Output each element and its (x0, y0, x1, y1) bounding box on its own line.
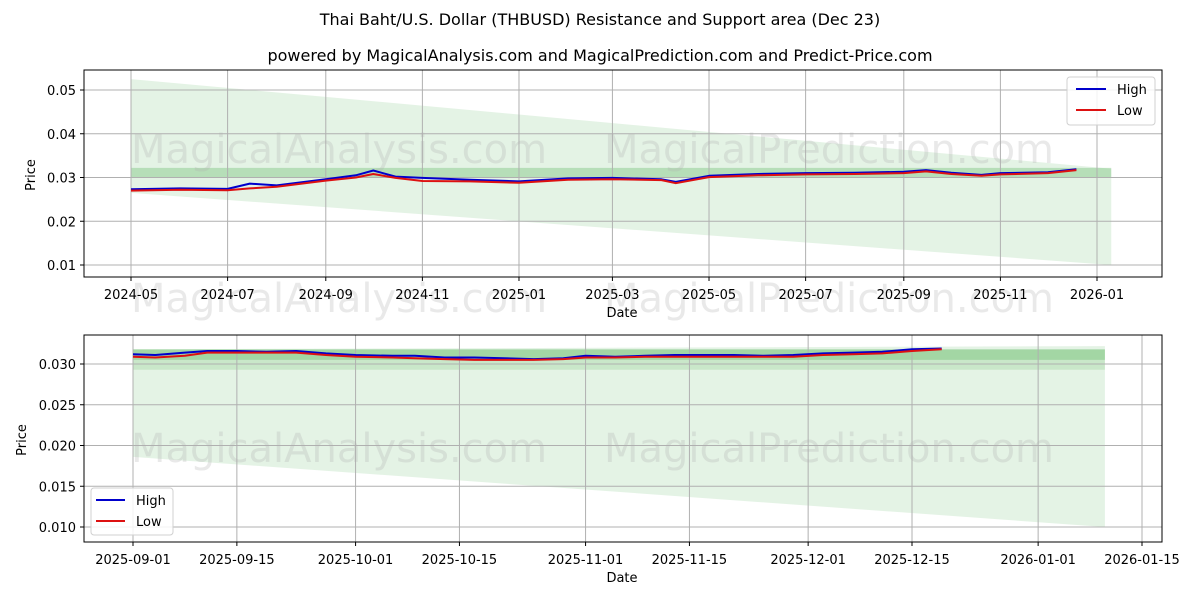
x-tick-label: 2026-01-15 (1104, 553, 1180, 568)
x-tick-label: 2024-11 (395, 288, 449, 303)
x-tick-label: 2025-10-15 (422, 553, 498, 568)
y-tick-label: 0.01 (47, 259, 76, 274)
top-legend: High Low (1066, 76, 1156, 126)
top-watermarks: MagicalAnalysis.com MagicalPrediction.com… (131, 127, 1054, 322)
x-tick-label: 2025-03 (585, 288, 639, 303)
x-tick-label: 2025-11-01 (548, 553, 624, 568)
chart-subtitle: powered by MagicalAnalysis.com and Magic… (267, 46, 933, 65)
bottom-y-ticks: 0.010 0.015 0.020 0.025 0.030 (39, 358, 84, 536)
top-price-lines (130, 168, 1077, 192)
x-tick-label: 2024-07 (200, 288, 254, 303)
y-tick-label: 0.05 (47, 84, 76, 99)
x-tick-label: 2025-12-01 (770, 553, 846, 568)
bottom-watermarks: MagicalAnalysis.com MagicalPrediction.com (131, 426, 1054, 472)
y-tick-label: 0.030 (39, 358, 76, 373)
legend-high-label: High (1117, 83, 1147, 98)
y-tick-label: 0.015 (39, 480, 76, 495)
watermark-text: MagicalAnalysis.com (131, 127, 547, 173)
bottom-x-ticks: 2025-09-01 2025-09-15 2025-10-01 2025-10-15… (95, 542, 1180, 568)
x-tick-label: 2025-12-15 (874, 553, 950, 568)
x-tick-label: 2025-11 (973, 288, 1027, 303)
x-tick-label: 2025-09-01 (95, 553, 171, 568)
top-x-axis-label: Date (606, 306, 637, 321)
x-tick-label: 2026-01 (1070, 288, 1124, 303)
x-tick-label: 2025-07 (778, 288, 832, 303)
top-axes-frame (83, 69, 1163, 278)
support-resistance-band (133, 346, 1105, 527)
y-tick-label: 0.010 (39, 521, 76, 536)
top-x-ticks: 2024-05 2024-07 2024-09 2024-11 2025-01 2025-… (104, 277, 1124, 303)
bottom-axes-frame (83, 334, 1163, 543)
y-tick-label: 0.04 (47, 128, 76, 143)
x-tick-label: 2025-10-01 (318, 553, 394, 568)
x-tick-label: 2025-09 (877, 288, 931, 303)
bottom-y-axis-label: Price (15, 424, 30, 456)
bottom-chart: MagicalAnalysis.com MagicalPrediction.com… (15, 334, 1180, 586)
bottom-legend: High Low (90, 487, 174, 536)
top-y-axis-label: Price (24, 159, 39, 191)
bottom-grid (84, 335, 1162, 542)
chart-title: Thai Baht/U.S. Dollar (THBUSD) Resistanc… (319, 10, 881, 29)
y-tick-label: 0.025 (39, 399, 76, 414)
x-tick-label: 2026-01-01 (1000, 553, 1076, 568)
x-tick-label: 2025-01 (492, 288, 546, 303)
x-tick-label: 2024-05 (104, 288, 158, 303)
watermark-text: MagicalAnalysis.com (131, 426, 547, 472)
x-tick-label: 2025-05 (682, 288, 736, 303)
bottom-price-lines (132, 347, 942, 361)
watermark-text: MagicalPrediction.com (604, 426, 1054, 472)
legend-low-label: Low (1117, 104, 1143, 119)
watermark-text: MagicalPrediction.com (604, 276, 1054, 322)
y-tick-label: 0.020 (39, 440, 76, 455)
legend-high-label: High (136, 494, 166, 509)
low-price-line (130, 169, 1077, 192)
support-resistance-band (131, 79, 1112, 265)
x-tick-label: 2025-11-15 (652, 553, 728, 568)
legend-low-label: Low (136, 515, 162, 530)
low-price-line (132, 348, 942, 361)
high-price-line (130, 168, 1077, 191)
watermark-text: MagicalPrediction.com (604, 127, 1054, 173)
y-tick-label: 0.03 (47, 172, 76, 187)
top-chart: MagicalAnalysis.com MagicalPrediction.com… (24, 69, 1163, 322)
top-y-ticks: 0.01 0.02 0.03 0.04 0.05 (47, 84, 84, 274)
watermark-text: MagicalAnalysis.com (131, 276, 547, 322)
top-grid (84, 70, 1162, 277)
top-plot-area (84, 70, 1162, 277)
y-tick-label: 0.02 (47, 215, 76, 230)
x-tick-label: 2024-09 (299, 288, 353, 303)
x-tick-label: 2025-09-15 (199, 553, 275, 568)
bottom-x-axis-label: Date (606, 571, 637, 586)
bottom-plot-area (84, 335, 1162, 542)
